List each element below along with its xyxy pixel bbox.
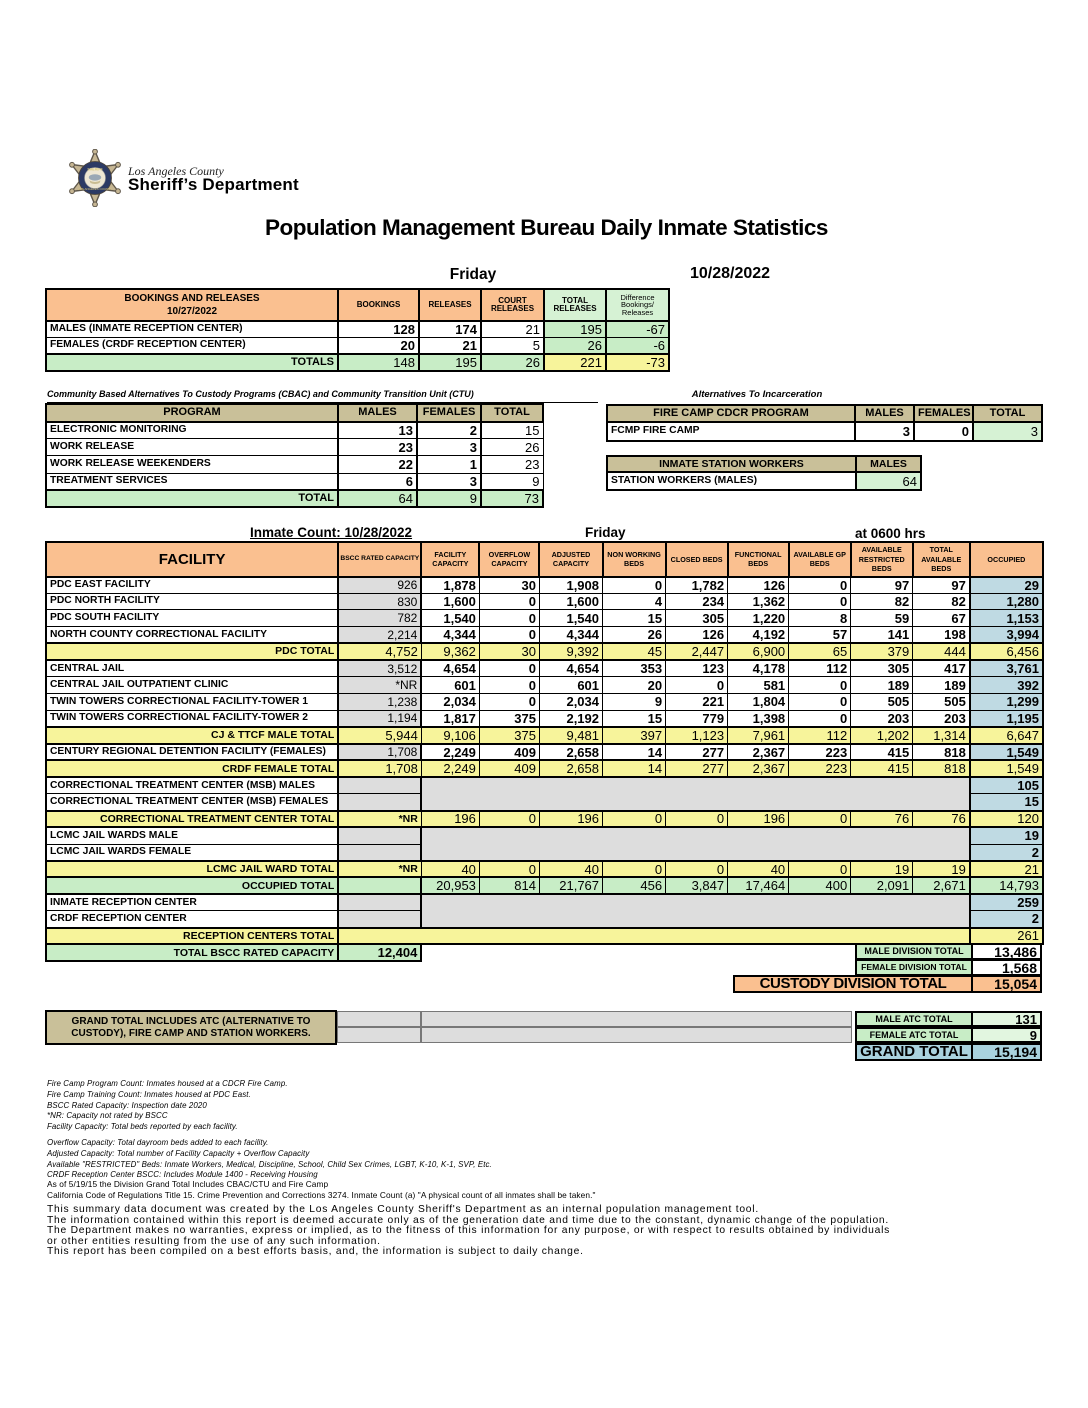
svg-text:LOS ANGELES COUNTY: LOS ANGELES COUNTY bbox=[78, 187, 112, 191]
svg-text:SHERIFF: SHERIFF bbox=[87, 168, 103, 172]
